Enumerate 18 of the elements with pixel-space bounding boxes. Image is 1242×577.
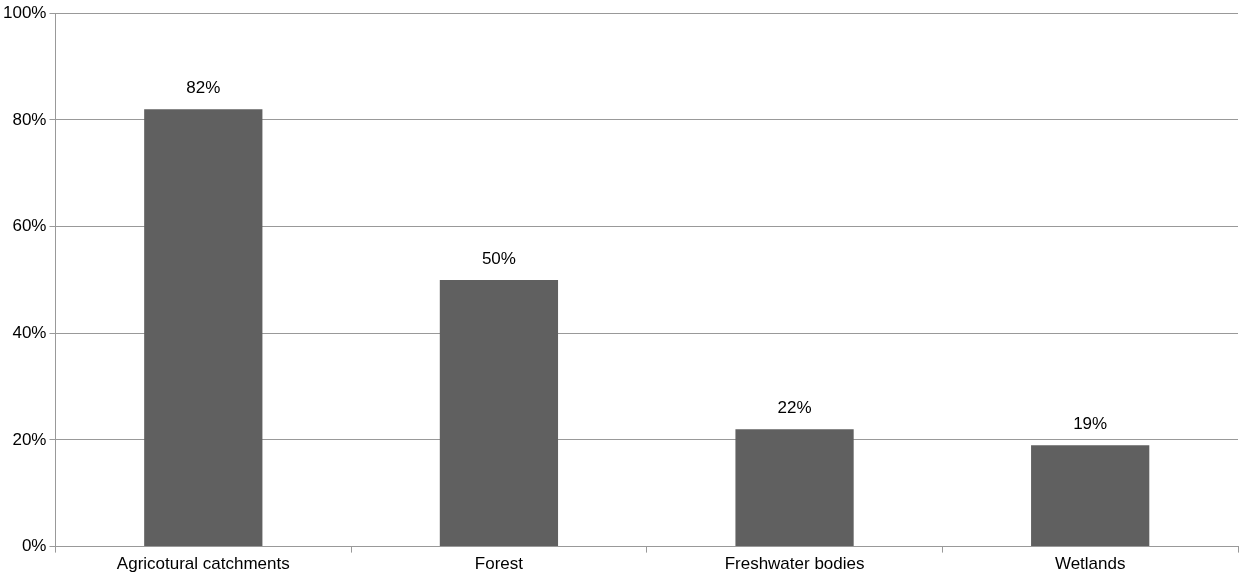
data-label: 82%: [186, 78, 221, 98]
y-tick-label: 40%: [12, 322, 47, 342]
bar: [1031, 445, 1150, 547]
y-tick-label: 0%: [21, 536, 47, 556]
data-label: 19%: [1073, 414, 1108, 434]
bar: [144, 109, 263, 547]
x-tick-label: Agricotural catchments: [116, 554, 290, 574]
y-tick-label: 80%: [12, 109, 47, 129]
bar: [439, 279, 559, 547]
data-label: 50%: [481, 249, 516, 269]
x-tick-label: Freshwater bodies: [724, 554, 865, 574]
data-label: 22%: [777, 398, 812, 418]
x-tick-label: Wetlands: [1054, 554, 1126, 574]
bar: [735, 429, 854, 547]
y-tick-label: 20%: [12, 429, 47, 449]
x-tick-label: Forest: [474, 554, 524, 574]
y-tick-label: 60%: [12, 216, 47, 236]
y-tick-label: 100%: [3, 2, 47, 22]
